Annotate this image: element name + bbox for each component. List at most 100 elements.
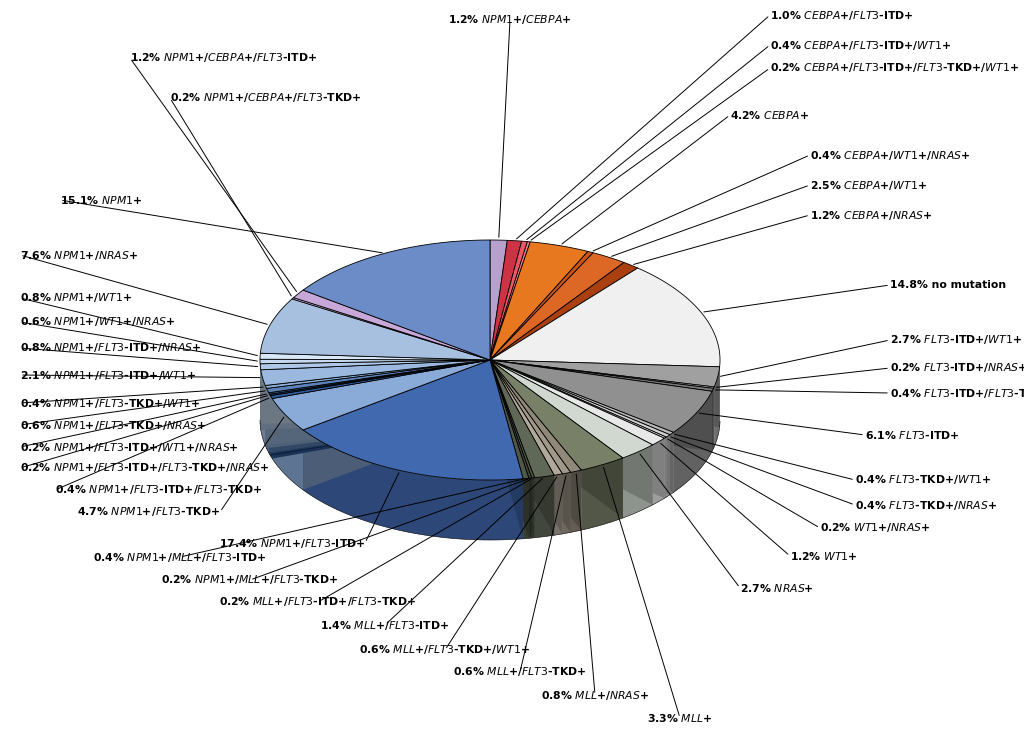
Polygon shape <box>490 360 528 538</box>
Polygon shape <box>490 360 535 538</box>
Polygon shape <box>272 360 490 458</box>
Text: 3.3% $\mathit{MLL}$+: 3.3% $\mathit{MLL}$+ <box>647 712 713 724</box>
Polygon shape <box>260 353 490 360</box>
Polygon shape <box>490 360 623 518</box>
Polygon shape <box>272 399 303 490</box>
Polygon shape <box>266 360 490 448</box>
Polygon shape <box>490 360 667 497</box>
Polygon shape <box>260 360 490 370</box>
Polygon shape <box>268 360 490 453</box>
Polygon shape <box>490 360 665 498</box>
Polygon shape <box>490 360 670 495</box>
Polygon shape <box>490 360 652 505</box>
Polygon shape <box>490 360 535 538</box>
Polygon shape <box>490 242 530 360</box>
Polygon shape <box>303 430 523 540</box>
Polygon shape <box>490 360 562 475</box>
Polygon shape <box>490 360 714 447</box>
Text: 2.7% $\mathit{NRAS}$+: 2.7% $\mathit{NRAS}$+ <box>740 582 814 594</box>
Polygon shape <box>490 360 665 445</box>
Polygon shape <box>490 360 670 437</box>
Polygon shape <box>265 360 490 445</box>
Polygon shape <box>490 360 562 534</box>
Polygon shape <box>490 242 588 360</box>
Text: 0.6% $\mathit{MLL}$+/$\mathit{FLT3}$-TKD+/$\mathit{WT1}$+: 0.6% $\mathit{MLL}$+/$\mathit{FLT3}$-TKD… <box>359 643 530 657</box>
Text: 1.2% $\mathit{CEBPA}$+/$\mathit{NRAS}$+: 1.2% $\mathit{CEBPA}$+/$\mathit{NRAS}$+ <box>810 208 933 221</box>
Polygon shape <box>490 360 623 518</box>
Polygon shape <box>490 263 638 360</box>
Text: 0.8% $\mathit{NPM1}$+/$\mathit{WT1}$+: 0.8% $\mathit{NPM1}$+/$\mathit{WT1}$+ <box>20 291 132 304</box>
Polygon shape <box>266 360 490 448</box>
Text: 14.8% no mutation: 14.8% no mutation <box>890 280 1007 290</box>
Polygon shape <box>490 360 665 498</box>
Text: 1.4% $\mathit{MLL}$+/$\mathit{FLT3}$-ITD+: 1.4% $\mathit{MLL}$+/$\mathit{FLT3}$-ITD… <box>321 618 450 631</box>
Polygon shape <box>523 478 528 539</box>
Polygon shape <box>490 360 670 495</box>
Polygon shape <box>303 360 490 490</box>
Polygon shape <box>260 360 490 424</box>
Polygon shape <box>490 360 554 535</box>
Polygon shape <box>490 360 570 474</box>
Text: 6.1% $\mathit{FLT3}$-ITD+: 6.1% $\mathit{FLT3}$-ITD+ <box>865 429 959 441</box>
Text: 0.2% $\mathit{NPM1}$+/$\mathit{CEBPA}$+/$\mathit{FLT3}$-TKD+: 0.2% $\mathit{NPM1}$+/$\mathit{CEBPA}$+/… <box>170 91 361 104</box>
Text: 0.6% $\mathit{NPM1}$+/$\mathit{FLT3}$-TKD+/$\mathit{NRAS}$+: 0.6% $\mathit{NPM1}$+/$\mathit{FLT3}$-TK… <box>20 418 206 432</box>
Polygon shape <box>490 360 528 479</box>
Text: 0.4% $\mathit{NPM1}$+/$\mathit{FLT3}$-ITD+/$\mathit{FLT3}$-TKD+: 0.4% $\mathit{NPM1}$+/$\mathit{FLT3}$-IT… <box>55 483 262 497</box>
Text: 7.6% $\mathit{NPM1}$+/$\mathit{NRAS}$+: 7.6% $\mathit{NPM1}$+/$\mathit{NRAS}$+ <box>20 248 138 261</box>
Polygon shape <box>490 360 528 538</box>
Polygon shape <box>490 268 720 367</box>
Text: 4.7% $\mathit{NPM1}$+/$\mathit{FLT3}$-TKD+: 4.7% $\mathit{NPM1}$+/$\mathit{FLT3}$-TK… <box>77 506 220 519</box>
Polygon shape <box>261 360 490 430</box>
Polygon shape <box>490 360 582 473</box>
Text: 0.4% $\mathit{FLT3}$-ITD+/$\mathit{FLT3}$-TKD+: 0.4% $\mathit{FLT3}$-ITD+/$\mathit{FLT3}… <box>890 387 1024 399</box>
Polygon shape <box>261 360 490 386</box>
Text: 1.0% $\mathit{CEBPA}$+/$\mathit{FLT3}$-ITD+: 1.0% $\mathit{CEBPA}$+/$\mathit{FLT3}$-I… <box>770 8 913 21</box>
Polygon shape <box>554 474 562 535</box>
Text: 0.2% $\mathit{NPM1}$+/$\mathit{FLT3}$-ITD+/$\mathit{FLT3}$-TKD+/$\mathit{NRAS}$+: 0.2% $\mathit{NPM1}$+/$\mathit{FLT3}$-IT… <box>20 461 269 474</box>
Polygon shape <box>270 360 490 456</box>
Polygon shape <box>490 360 554 478</box>
Polygon shape <box>490 360 652 505</box>
Polygon shape <box>667 435 670 497</box>
Polygon shape <box>490 360 652 458</box>
Polygon shape <box>490 360 714 391</box>
Polygon shape <box>528 478 531 538</box>
Polygon shape <box>303 360 490 490</box>
Polygon shape <box>490 360 714 388</box>
Polygon shape <box>490 360 667 438</box>
Polygon shape <box>260 299 490 360</box>
Polygon shape <box>490 241 527 360</box>
Polygon shape <box>490 360 570 532</box>
Text: 0.6% $\mathit{MLL}$+/$\mathit{FLT3}$-TKD+: 0.6% $\mathit{MLL}$+/$\mathit{FLT3}$-TKD… <box>454 665 587 679</box>
Text: 1.2% $\mathit{NPM1}$+/$\mathit{CEBPA}$+: 1.2% $\mathit{NPM1}$+/$\mathit{CEBPA}$+ <box>449 14 571 26</box>
Polygon shape <box>490 360 570 532</box>
Polygon shape <box>490 360 582 530</box>
Text: 0.4% $\mathit{CEBPA}$+/$\mathit{FLT3}$-ITD+/$\mathit{WT1}$+: 0.4% $\mathit{CEBPA}$+/$\mathit{FLT3}$-I… <box>770 39 951 51</box>
Text: 0.2% $\mathit{NPM1}$+/$\mathit{FLT3}$-ITD+/$\mathit{WT1}$+/$\mathit{NRAS}$+: 0.2% $\mathit{NPM1}$+/$\mathit{FLT3}$-IT… <box>20 440 239 454</box>
Polygon shape <box>490 360 531 538</box>
Text: 2.1% $\mathit{NPM1}$+/$\mathit{FLT3}$-ITD+/$\mathit{WT1}$+: 2.1% $\mathit{NPM1}$+/$\mathit{FLT3}$-IT… <box>20 368 197 381</box>
Polygon shape <box>674 391 712 492</box>
Polygon shape <box>714 367 720 447</box>
Text: 0.4% $\mathit{CEBPA}$+/$\mathit{WT1}$+/$\mathit{NRAS}$+: 0.4% $\mathit{CEBPA}$+/$\mathit{WT1}$+/$… <box>810 149 971 162</box>
Polygon shape <box>665 437 667 498</box>
Polygon shape <box>490 360 531 538</box>
Polygon shape <box>272 360 490 458</box>
Polygon shape <box>270 360 490 456</box>
Text: 0.2% $\mathit{CEBPA}$+/$\mathit{FLT3}$-ITD+/$\mathit{FLT3}$-TKD+/$\mathit{WT1}$+: 0.2% $\mathit{CEBPA}$+/$\mathit{FLT3}$-I… <box>770 61 1019 75</box>
Polygon shape <box>490 360 535 478</box>
Text: 1.2% $\mathit{NPM1}$+/$\mathit{CEBPA}$+/$\mathit{FLT3}$-ITD+: 1.2% $\mathit{NPM1}$+/$\mathit{CEBPA}$+/… <box>130 51 317 64</box>
Text: 2.5% $\mathit{CEBPA}$+/$\mathit{WT1}$+: 2.5% $\mathit{CEBPA}$+/$\mathit{WT1}$+ <box>810 178 927 192</box>
Polygon shape <box>266 360 490 393</box>
Polygon shape <box>490 360 720 427</box>
Polygon shape <box>266 388 268 453</box>
Polygon shape <box>490 253 624 360</box>
Text: 0.4% $\mathit{NPM1}$+/$\mathit{FLT3}$-TKD+/$\mathit{WT1}$+: 0.4% $\mathit{NPM1}$+/$\mathit{FLT3}$-TK… <box>20 396 201 409</box>
Text: 0.2% $\mathit{WT1}$+/$\mathit{NRAS}$+: 0.2% $\mathit{WT1}$+/$\mathit{NRAS}$+ <box>820 522 931 535</box>
Polygon shape <box>490 360 667 497</box>
Polygon shape <box>490 360 714 448</box>
Text: 1.2% $\mathit{WT1}$+: 1.2% $\mathit{WT1}$+ <box>790 550 858 562</box>
Polygon shape <box>265 386 266 448</box>
Polygon shape <box>712 388 714 451</box>
Polygon shape <box>269 360 490 455</box>
